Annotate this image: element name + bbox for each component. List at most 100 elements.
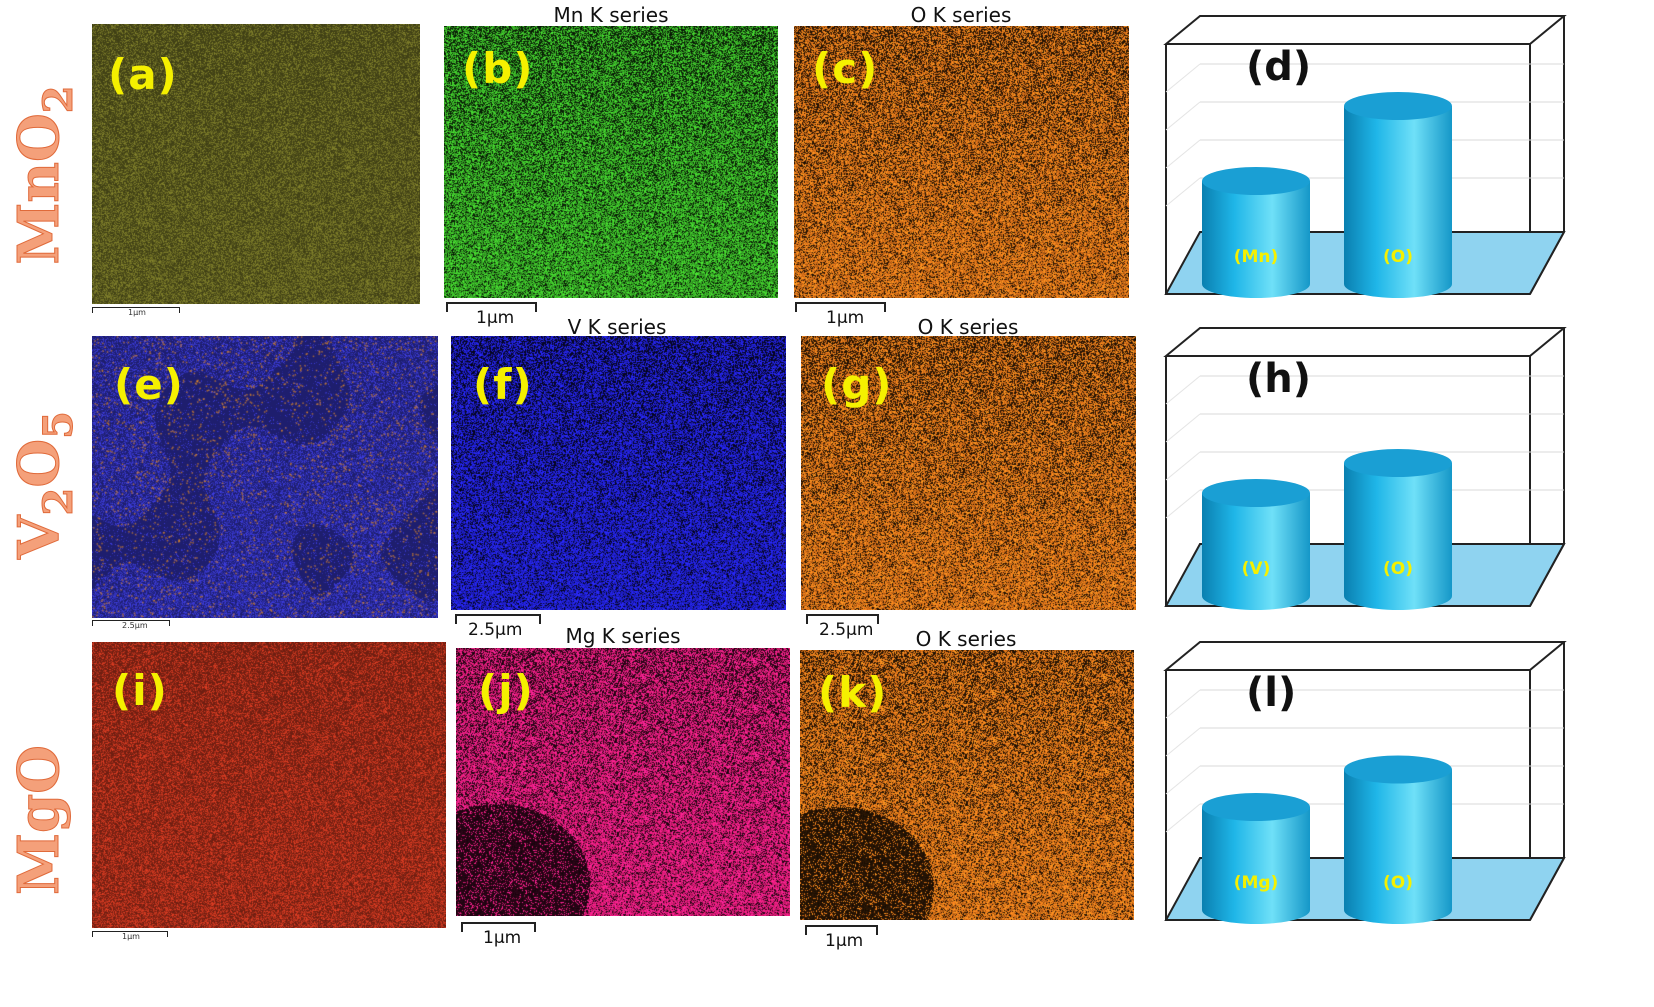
noise-canvas	[451, 336, 786, 610]
panel-l-chart: (Mg) (O) (l)	[1160, 636, 1570, 926]
panel-f-v-map: (f)	[451, 336, 786, 610]
panel-c-o-map: (c)	[794, 26, 1129, 298]
noise-canvas	[800, 650, 1134, 920]
scalebar	[805, 925, 878, 935]
row-label-mno2: MnO2	[0, 40, 83, 300]
panel-e-composite-map: (e)	[92, 336, 438, 618]
scalebar	[92, 931, 168, 937]
gridline	[1165, 413, 1201, 443]
panel-tag: (j)	[478, 666, 534, 715]
series-title: Mn K series	[553, 3, 669, 27]
bar-label: (O)	[1383, 873, 1413, 893]
scalebar	[795, 302, 886, 312]
frame-top	[1163, 327, 1567, 357]
gridline	[1165, 101, 1201, 131]
scalebar	[461, 922, 536, 932]
bar-cylinder	[1344, 755, 1452, 924]
panel-tag: (d)	[1246, 44, 1311, 90]
bar-cylinder	[1344, 449, 1452, 610]
bar-cylinder	[1344, 92, 1452, 298]
series-title: V K series	[567, 315, 667, 339]
svg-text:MnO2: MnO2	[6, 85, 82, 264]
frame-top	[1163, 15, 1567, 45]
bar-cylinder	[1202, 479, 1310, 610]
bar-label: (O)	[1383, 559, 1413, 579]
compound-sub: 2	[35, 488, 82, 516]
scale-label: 2.5μm	[122, 621, 148, 630]
panel-j-mg-map: (j)	[456, 648, 790, 916]
compound-main: MnO	[6, 113, 72, 264]
panel-tag: (c)	[812, 44, 879, 93]
svg-text:MgO: MgO	[6, 745, 72, 895]
panel-tag: (f)	[473, 360, 533, 409]
noise-canvas	[801, 336, 1136, 610]
scalebar	[92, 307, 180, 313]
panel-tag: (g)	[821, 360, 893, 409]
scalebar	[92, 620, 170, 626]
noise-canvas	[456, 648, 790, 916]
panel-g-o-map: (g)	[801, 336, 1136, 610]
scale-label: 1μm	[825, 931, 864, 951]
scale-label: 1μm	[826, 308, 865, 328]
series-title: O K series	[917, 315, 1019, 339]
panel-h-chart: (V) (O) (h)	[1160, 322, 1570, 612]
bar-label: (O)	[1383, 247, 1413, 267]
compound-tail-sub: 5	[35, 411, 82, 439]
scalebar	[446, 302, 537, 312]
scale-label: 1μm	[128, 308, 146, 317]
bar-label: (Mg)	[1234, 873, 1279, 893]
noise-canvas	[444, 26, 778, 298]
row-label-mgo: MgO	[0, 700, 80, 940]
scale-label: 2.5μm	[468, 620, 523, 640]
compound-tail: O	[6, 439, 72, 488]
scalebar	[806, 614, 879, 624]
gridline	[1165, 177, 1201, 207]
panel-tag: (k)	[818, 668, 888, 717]
panel-a-composite-map: (a)	[92, 24, 420, 304]
series-title: Mg K series	[565, 624, 681, 648]
chart-svg: (Mg) (O) (l)	[1163, 641, 1567, 924]
panel-tag: (h)	[1246, 356, 1311, 402]
series-title: O K series	[910, 3, 1012, 27]
gridline	[1165, 803, 1201, 833]
compound-sub: 2	[35, 85, 82, 113]
scale-label: 1μm	[122, 932, 140, 941]
row-label-v2o5: V2O5	[0, 360, 83, 610]
scale-label: 1μm	[476, 308, 515, 328]
svg-text:V2O5: V2O5	[6, 411, 82, 560]
gridline	[1165, 489, 1201, 519]
panel-tag: (e)	[114, 360, 184, 409]
noise-canvas	[794, 26, 1129, 298]
panel-tag: (a)	[108, 50, 178, 99]
compound-label-mgo: MgO	[6, 745, 73, 896]
panel-tag: (l)	[1246, 670, 1296, 716]
panel-i-composite-map: (i)	[92, 642, 446, 928]
noise-canvas	[92, 24, 420, 304]
chart-svg: (V) (O) (h)	[1163, 327, 1567, 610]
chart-svg: (Mn) (O) (d)	[1163, 15, 1567, 298]
scale-label: 2.5μm	[819, 620, 874, 640]
bar-label: (Mn)	[1234, 247, 1279, 267]
gridline	[1165, 451, 1201, 481]
gridline	[1165, 375, 1201, 405]
compound-main: MgO	[6, 745, 72, 895]
gridline	[1165, 689, 1201, 719]
gridline	[1165, 765, 1201, 795]
gridline	[1165, 63, 1201, 93]
scale-label: 1μm	[483, 928, 522, 948]
bar-label: (V)	[1242, 559, 1271, 579]
panel-b-mn-map: (b)	[444, 26, 778, 298]
compound-label-v2o5: V2O5	[6, 411, 83, 561]
compound-main: V	[6, 514, 72, 560]
bar-cylinder	[1202, 167, 1310, 298]
panel-d-chart: (Mn) (O) (d)	[1160, 10, 1570, 300]
bar-cylinder	[1202, 793, 1310, 924]
gridline	[1165, 727, 1201, 757]
gridline	[1165, 139, 1201, 169]
noise-canvas	[92, 336, 438, 618]
noise-canvas	[92, 642, 446, 928]
frame-top	[1163, 641, 1567, 671]
compound-label-mno2: MnO2	[6, 85, 83, 265]
panel-tag: (b)	[462, 44, 534, 93]
series-title: O K series	[915, 627, 1017, 651]
